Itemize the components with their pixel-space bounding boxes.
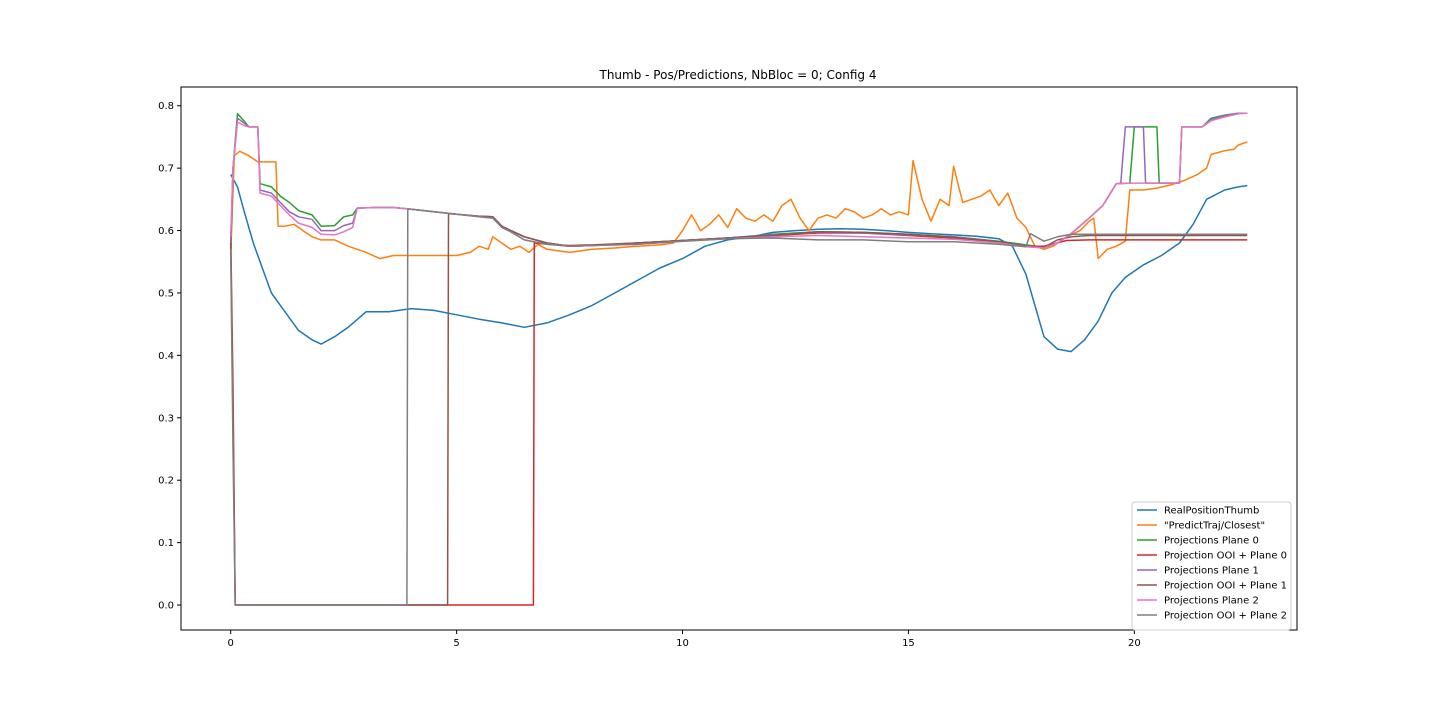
series-line-3: [229, 230, 1248, 606]
plot-area-frame: [180, 86, 1298, 631]
y-tick-label: 0.2: [158, 476, 174, 487]
y-axis: 0.0 0.1 0.2 0.3 0.4 0.5 0.6 0.7 0.8: [158, 101, 181, 612]
legend-box: [1131, 501, 1292, 631]
legend-label: Projection OOI + Plane 2: [1164, 611, 1287, 622]
series-layer: [229, 112, 1248, 606]
legend-label: "PredictTraj/Closest": [1164, 521, 1265, 532]
y-tick-label: 0.6: [158, 226, 174, 237]
x-tick-label: 20: [1128, 638, 1141, 649]
legend-label: Projection OOI + Plane 0: [1164, 551, 1287, 562]
legend-label: Projections Plane 0: [1164, 536, 1259, 547]
legend-label: Projections Plane 2: [1164, 596, 1259, 607]
x-tick-label: 5: [453, 638, 459, 649]
series-line-0: [230, 174, 1248, 353]
y-tick-label: 0.3: [158, 413, 174, 424]
x-tick-label: 15: [902, 638, 915, 649]
y-tick-label: 0.0: [158, 601, 174, 612]
series-line-1: [229, 141, 1248, 260]
y-tick-label: 0.7: [158, 164, 174, 175]
legend-label: RealPositionThumb: [1164, 506, 1259, 517]
legend: RealPositionThumb "PredictTraj/Closest" Pr…: [1131, 501, 1292, 631]
x-tick-label: 10: [676, 638, 689, 649]
y-tick-label: 0.1: [158, 538, 174, 549]
series-line-5: [229, 212, 1248, 606]
y-tick-label: 0.5: [158, 288, 174, 299]
chart-title: Thumb - Pos/Predictions, NbBloc = 0; Con…: [599, 68, 877, 82]
x-axis: 0 5 10 15 20: [228, 630, 1141, 649]
y-tick-label: 0.8: [158, 101, 174, 112]
legend-label: Projection OOI + Plane 1: [1164, 581, 1287, 592]
x-tick-label: 0: [228, 638, 234, 649]
legend-label: Projections Plane 1: [1164, 566, 1259, 577]
y-tick-label: 0.4: [158, 351, 174, 362]
series-line-7: [229, 208, 1248, 606]
